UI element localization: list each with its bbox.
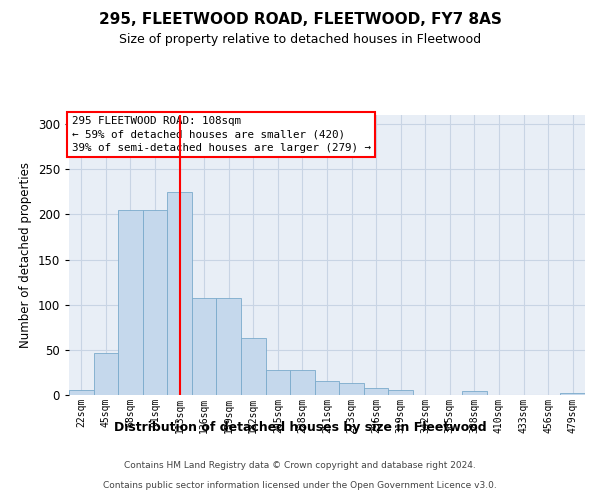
Text: Distribution of detached houses by size in Fleetwood: Distribution of detached houses by size … [113,421,487,434]
Bar [94,354,118,395]
Text: Size of property relative to detached houses in Fleetwood: Size of property relative to detached ho… [119,32,481,46]
Bar [118,210,143,395]
Bar [290,370,315,395]
Bar [241,338,266,395]
Y-axis label: Number of detached properties: Number of detached properties [19,162,32,348]
Bar [167,192,192,395]
Bar [388,390,413,395]
Text: 295, FLEETWOOD ROAD, FLEETWOOD, FY7 8AS: 295, FLEETWOOD ROAD, FLEETWOOD, FY7 8AS [98,12,502,28]
Text: 295 FLEETWOOD ROAD: 108sqm
← 59% of detached houses are smaller (420)
39% of sem: 295 FLEETWOOD ROAD: 108sqm ← 59% of deta… [71,116,371,153]
Bar [217,298,241,395]
Bar [69,390,94,395]
Bar [143,210,167,395]
Bar [339,384,364,395]
Text: Contains public sector information licensed under the Open Government Licence v3: Contains public sector information licen… [103,480,497,490]
Bar [462,392,487,395]
Bar [364,388,388,395]
Text: Contains HM Land Registry data © Crown copyright and database right 2024.: Contains HM Land Registry data © Crown c… [124,462,476,470]
Bar [192,298,217,395]
Bar [266,370,290,395]
Bar [315,380,339,395]
Bar [560,393,585,395]
